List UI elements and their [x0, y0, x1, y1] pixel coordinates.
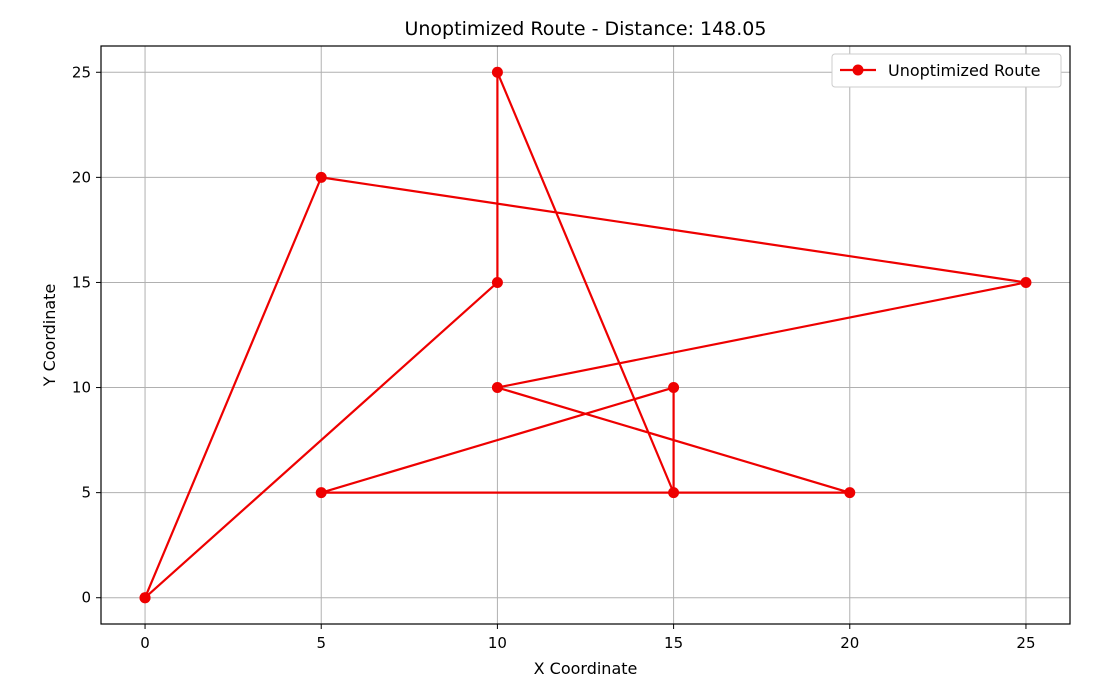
route-point	[668, 487, 680, 499]
y-axis-label: Y Coordinate	[40, 284, 59, 388]
route-point	[315, 487, 327, 499]
x-tick-label: 20	[840, 634, 859, 652]
legend-box	[831, 53, 1062, 88]
chart-title: Unoptimized Route - Distance: 148.05	[404, 18, 766, 40]
x-tick-label: 25	[1016, 634, 1035, 652]
legend-label: Unoptimized Route	[888, 61, 1040, 80]
plot-frame	[100, 45, 1071, 625]
route-point	[315, 171, 327, 183]
y-tick-label: 20	[72, 168, 91, 186]
y-tick-label: 25	[72, 63, 91, 81]
route-point	[491, 276, 503, 288]
route-series	[139, 66, 1032, 604]
x-tick-label: 5	[316, 634, 326, 652]
grid-lines	[101, 46, 1070, 624]
route-point	[491, 66, 503, 78]
legend-marker-swatch	[852, 64, 864, 76]
y-tick-label: 10	[72, 379, 91, 397]
x-axis-ticks: 0 5 10 15 20 25	[140, 624, 1036, 652]
y-tick-label: 15	[72, 273, 91, 291]
route-point	[844, 487, 856, 499]
route-line	[144, 71, 1028, 599]
x-axis-label: X Coordinate	[534, 659, 638, 678]
x-tick-label: 15	[664, 634, 683, 652]
route-point	[1020, 276, 1032, 288]
route-point	[668, 382, 680, 394]
y-tick-label: 0	[81, 589, 91, 607]
route-point	[139, 592, 151, 604]
y-axis-ticks: 0 5 10 15 20 25	[72, 63, 101, 607]
x-tick-label: 0	[140, 634, 150, 652]
route-point	[491, 382, 503, 394]
x-tick-label: 10	[488, 634, 507, 652]
legend: Unoptimized Route	[831, 53, 1062, 88]
y-tick-label: 5	[81, 484, 91, 502]
